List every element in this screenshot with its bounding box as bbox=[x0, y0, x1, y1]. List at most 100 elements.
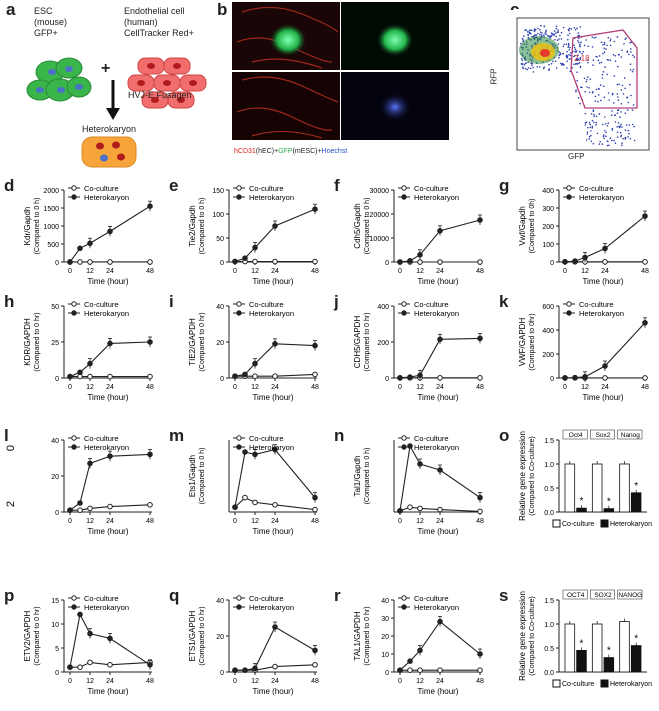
flow-dot bbox=[606, 140, 609, 142]
flow-dot bbox=[586, 59, 589, 61]
flow-dot bbox=[565, 43, 568, 45]
plus-sign: + bbox=[101, 60, 111, 77]
flow-dot bbox=[619, 116, 621, 118]
data-point-coculture bbox=[77, 259, 83, 265]
flow-dot bbox=[595, 123, 597, 126]
data-point-coculture bbox=[312, 662, 318, 668]
esc-line1: ESC bbox=[34, 6, 53, 16]
flow-dot bbox=[593, 115, 595, 117]
flow-dot bbox=[633, 139, 636, 142]
y-tick-label: 10000 bbox=[370, 236, 390, 243]
x-tick-label: 0 bbox=[68, 384, 72, 391]
y-tick-label: 0.5 bbox=[544, 646, 554, 653]
data-point-heterokaryon bbox=[272, 341, 278, 347]
flow-dot bbox=[603, 85, 605, 88]
x-tick-label: 24 bbox=[271, 678, 279, 685]
data-point-heterokaryon bbox=[77, 245, 83, 252]
legend-marker bbox=[236, 604, 242, 610]
data-point-coculture bbox=[437, 506, 443, 513]
y-tick-label: 0 bbox=[55, 260, 59, 267]
flow-dot bbox=[562, 26, 565, 29]
flow-dot bbox=[628, 132, 630, 135]
flow-dot bbox=[632, 104, 635, 106]
flow-dot bbox=[606, 125, 609, 127]
data-point-heterokaryon bbox=[107, 228, 113, 235]
x-tick-label: 48 bbox=[146, 678, 154, 685]
flow-dot bbox=[616, 126, 618, 128]
y-axis-label: TAL1/GAPDH bbox=[353, 611, 362, 660]
flow-dot bbox=[601, 143, 604, 145]
x-tick-label: 12 bbox=[416, 678, 424, 685]
flow-dot bbox=[574, 48, 577, 51]
flow-dot bbox=[540, 34, 543, 36]
flow-dot bbox=[595, 115, 598, 118]
flow-dot bbox=[581, 52, 583, 55]
x-tick-label: 12 bbox=[86, 268, 94, 275]
y-tick-label: 1.5 bbox=[544, 598, 554, 605]
flow-dot bbox=[552, 60, 554, 63]
flow-dot bbox=[531, 29, 533, 32]
chart-panel-d: Kdr/Gapdh (Compared to 0 h) 0 500 1000 1500 20… bbox=[23, 184, 154, 286]
category-box bbox=[590, 589, 615, 600]
bar-coculture bbox=[619, 621, 630, 673]
panel-c-flow-plot bbox=[505, 10, 655, 165]
data-point-heterokaryon bbox=[77, 369, 83, 376]
esc-line3: GFP+ bbox=[34, 28, 58, 38]
flow-dot bbox=[621, 126, 623, 128]
panel-letter-p: p bbox=[4, 586, 15, 605]
esc-label: ESC (mouse) GFP+ bbox=[34, 6, 67, 39]
flow-dot bbox=[613, 102, 615, 104]
flow-dot bbox=[589, 78, 592, 80]
x-tick-label: 24 bbox=[271, 518, 279, 525]
y-axis-label: Vwf/Gapdh bbox=[518, 206, 527, 246]
data-point-heterokaryon bbox=[87, 630, 93, 637]
flow-dot bbox=[616, 83, 619, 86]
flow-dot bbox=[621, 49, 623, 52]
y-axis-label-sub: (Compared to 0 h) bbox=[199, 448, 206, 505]
y-axis-label: CDH5/GAPDH bbox=[353, 316, 362, 369]
x-axis-label: Time (hour) bbox=[87, 393, 128, 402]
legend-marker bbox=[236, 185, 242, 191]
significance-star: * bbox=[580, 496, 584, 507]
heterokaryon-cell-icon bbox=[81, 136, 137, 168]
flow-dot bbox=[585, 121, 588, 124]
data-point-coculture bbox=[272, 663, 278, 670]
flow-dot bbox=[577, 54, 579, 56]
data-point-coculture bbox=[477, 667, 483, 673]
flow-dot bbox=[555, 27, 558, 30]
significance-star: * bbox=[634, 634, 638, 645]
y-tick-label: 600 bbox=[542, 304, 554, 311]
flow-dot bbox=[616, 112, 619, 114]
flow-dot bbox=[586, 79, 588, 81]
x-tick-label: 0 bbox=[68, 268, 72, 275]
y-tick-label: 0 bbox=[55, 376, 59, 383]
x-tick-label: 12 bbox=[416, 518, 424, 525]
flow-dot bbox=[589, 126, 591, 129]
esc-line2: (mouse) bbox=[34, 17, 68, 27]
flow-dot bbox=[600, 61, 603, 64]
data-point-heterokaryon bbox=[67, 259, 73, 265]
flow-dot bbox=[575, 51, 577, 53]
flow-dot bbox=[624, 38, 626, 41]
panel-letter-s: s bbox=[499, 586, 509, 605]
flow-dot bbox=[573, 46, 576, 49]
x-axis-label: Time (hour) bbox=[87, 277, 128, 286]
flow-dot bbox=[609, 40, 612, 42]
bar-heterokaryon bbox=[576, 507, 587, 513]
caption-mesc: (mESC)+ bbox=[292, 148, 322, 155]
endothelial-label: Endothelial cell (human) CellTracker Red… bbox=[124, 6, 194, 39]
data-point-heterokaryon bbox=[407, 443, 413, 449]
flow-dot bbox=[630, 48, 632, 50]
y-tick-label: 0 bbox=[385, 376, 389, 383]
flow-dot bbox=[555, 25, 558, 28]
data-point-coculture bbox=[312, 371, 318, 378]
category-box bbox=[617, 429, 643, 440]
legend-label-coculture: Co-culture bbox=[414, 300, 449, 309]
flow-dot bbox=[558, 38, 560, 40]
legend-swatch-coculture bbox=[552, 519, 561, 528]
x-axis-label: Time (hour) bbox=[582, 393, 623, 402]
data-point-heterokaryon bbox=[252, 244, 258, 251]
flow-dot bbox=[628, 53, 630, 56]
data-point-heterokaryon bbox=[437, 336, 443, 343]
schematic-drawing bbox=[26, 57, 207, 168]
